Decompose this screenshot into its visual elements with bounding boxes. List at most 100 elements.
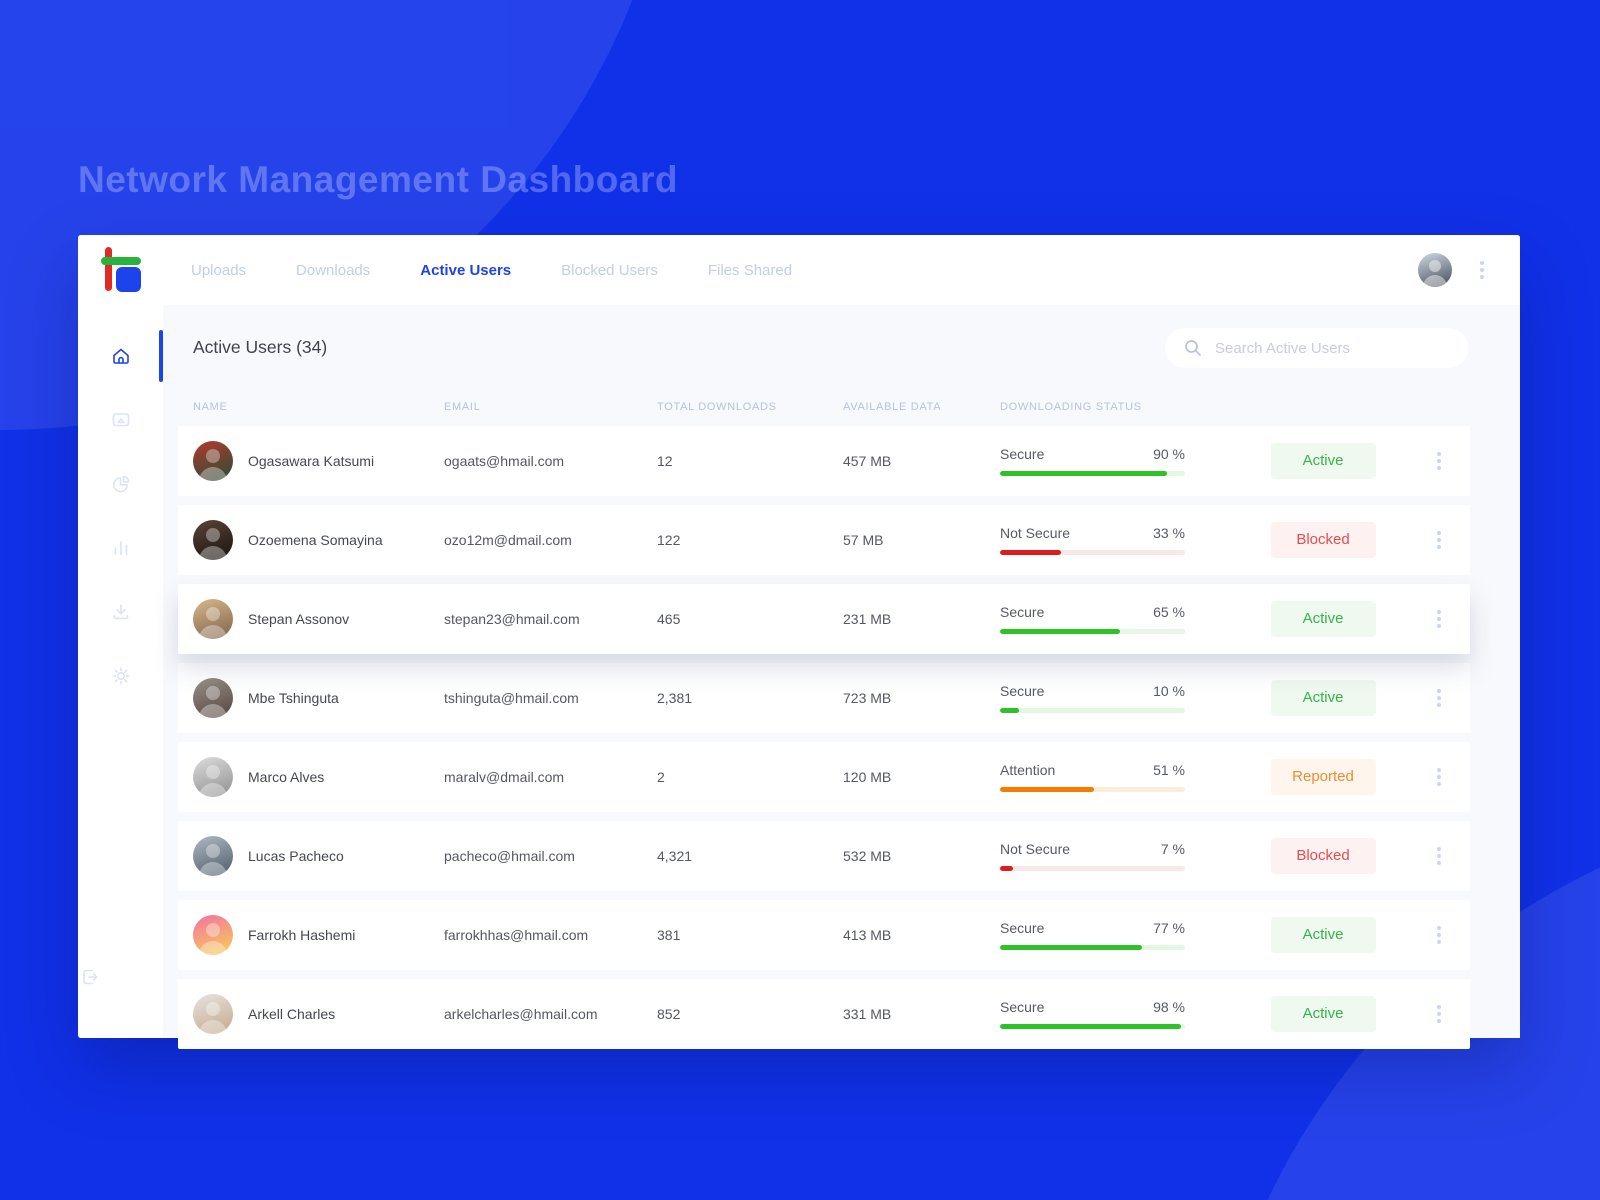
table-row[interactable]: Ogasawara Katsumi ogaats@hmail.com 12 45… bbox=[178, 426, 1470, 496]
downloading-status: Secure 98 % bbox=[1000, 999, 1185, 1029]
search-icon bbox=[1185, 340, 1201, 356]
user-email: arkelcharles@hmail.com bbox=[444, 1006, 598, 1022]
user-name: Arkell Charles bbox=[248, 1006, 336, 1022]
bar-chart-icon[interactable] bbox=[109, 536, 133, 560]
pie-chart-icon[interactable] bbox=[109, 472, 133, 496]
user-avatar[interactable] bbox=[1418, 253, 1452, 287]
status-badge[interactable]: Active bbox=[1270, 917, 1376, 953]
user-name: Stepan Assonov bbox=[248, 611, 350, 627]
progress-track bbox=[1000, 945, 1185, 950]
table-row[interactable]: Stepan Assonov stepan23@hmail.com 465 23… bbox=[178, 584, 1470, 654]
top-navbar: Uploads Downloads Active Users Blocked U… bbox=[78, 235, 1520, 305]
table-row[interactable]: Farrokh Hashemi farrokhhas@hmail.com 381… bbox=[178, 900, 1470, 970]
percent-label: 51 % bbox=[1153, 762, 1185, 778]
progress-fill bbox=[1000, 629, 1121, 634]
home-icon[interactable] bbox=[109, 344, 133, 368]
row-menu-icon[interactable] bbox=[1433, 1001, 1445, 1027]
user-email: stepan23@hmail.com bbox=[444, 611, 580, 627]
table-header-row: NAME EMAIL TOTAL DOWNLOADS AVAILABLE DAT… bbox=[178, 401, 1470, 413]
tab-uploads[interactable]: Uploads bbox=[191, 261, 247, 279]
tab-downloads[interactable]: Downloads bbox=[296, 261, 371, 279]
user-name: Farrokh Hashemi bbox=[248, 927, 356, 943]
download-icon[interactable] bbox=[109, 600, 133, 624]
user-name: Mbe Tshinguta bbox=[248, 690, 339, 706]
percent-label: 90 % bbox=[1153, 446, 1185, 462]
row-menu-icon[interactable] bbox=[1433, 685, 1445, 711]
downloading-status: Secure 77 % bbox=[1000, 920, 1185, 950]
status-badge[interactable]: Reported bbox=[1270, 759, 1376, 795]
page-title: Network Management Dashboard bbox=[78, 158, 678, 200]
table-row[interactable]: Lucas Pacheco pacheco@hmail.com 4,321 53… bbox=[178, 821, 1470, 891]
avatar bbox=[193, 441, 233, 481]
table-row[interactable]: Ozoemena Somayina ozo12m@dmail.com 122 5… bbox=[178, 505, 1470, 575]
user-email: tshinguta@hmail.com bbox=[444, 690, 579, 706]
progress-track bbox=[1000, 471, 1185, 476]
security-label: Attention bbox=[1000, 762, 1056, 778]
downloading-status: Not Secure 7 % bbox=[1000, 841, 1185, 871]
total-downloads-value: 4,321 bbox=[657, 848, 693, 864]
name-cell: Lucas Pacheco bbox=[193, 836, 444, 876]
row-menu-icon[interactable] bbox=[1433, 448, 1445, 474]
avatar bbox=[193, 757, 233, 797]
table-row[interactable]: Marco Alves maralv@dmail.com 2 120 MB At… bbox=[178, 742, 1470, 812]
status-badge[interactable]: Active bbox=[1270, 680, 1376, 716]
progress-fill bbox=[1000, 708, 1019, 713]
nav-tabs: Uploads Downloads Active Users Blocked U… bbox=[191, 262, 792, 279]
progress-track bbox=[1000, 629, 1185, 634]
progress-fill bbox=[1000, 550, 1062, 555]
status-badge[interactable]: Active bbox=[1270, 601, 1376, 637]
progress-fill bbox=[1000, 471, 1167, 476]
navbar-menu-icon[interactable] bbox=[1476, 257, 1488, 283]
tab-blocked-users[interactable]: Blocked Users bbox=[561, 261, 658, 279]
available-data-value: 331 MB bbox=[843, 1006, 892, 1022]
status-badge[interactable]: Active bbox=[1270, 443, 1376, 479]
total-downloads-value: 2 bbox=[657, 769, 665, 785]
avatar bbox=[193, 915, 233, 955]
progress-track bbox=[1000, 866, 1185, 871]
name-cell: Arkell Charles bbox=[193, 994, 444, 1034]
user-name: Ozoemena Somayina bbox=[248, 532, 383, 548]
status-badge[interactable]: Blocked bbox=[1270, 838, 1376, 874]
security-label: Secure bbox=[1000, 683, 1045, 699]
user-name: Lucas Pacheco bbox=[248, 848, 344, 864]
table-row[interactable]: Mbe Tshinguta tshinguta@hmail.com 2,381 … bbox=[178, 663, 1470, 733]
status-badge[interactable]: Active bbox=[1270, 996, 1376, 1032]
available-data-value: 457 MB bbox=[843, 453, 892, 469]
security-label: Secure bbox=[1000, 920, 1045, 936]
app-logo[interactable] bbox=[78, 247, 163, 293]
tab-active-users[interactable]: Active Users bbox=[420, 261, 512, 279]
percent-label: 77 % bbox=[1153, 920, 1185, 936]
page-heading: Active Users (34) bbox=[193, 337, 328, 357]
search-input[interactable] bbox=[1213, 338, 1457, 358]
available-data-value: 57 MB bbox=[843, 532, 884, 548]
name-cell: Mbe Tshinguta bbox=[193, 678, 444, 718]
downloading-status: Not Secure 33 % bbox=[1000, 525, 1185, 555]
row-menu-icon[interactable] bbox=[1433, 606, 1445, 632]
total-downloads-value: 12 bbox=[657, 453, 673, 469]
user-email: maralv@dmail.com bbox=[444, 769, 565, 785]
progress-fill bbox=[1000, 945, 1143, 950]
table-row[interactable]: Arkell Charles arkelcharles@hmail.com 85… bbox=[178, 979, 1470, 1049]
settings-icon[interactable] bbox=[109, 664, 133, 688]
percent-label: 65 % bbox=[1153, 604, 1185, 620]
row-menu-icon[interactable] bbox=[1433, 843, 1445, 869]
user-email: ogaats@hmail.com bbox=[444, 453, 565, 469]
row-menu-icon[interactable] bbox=[1433, 527, 1445, 553]
row-menu-icon[interactable] bbox=[1433, 922, 1445, 948]
dashboard-card: Uploads Downloads Active Users Blocked U… bbox=[78, 235, 1520, 1049]
col-header-name: NAME bbox=[193, 401, 228, 413]
logo-icon bbox=[100, 247, 141, 293]
user-email: pacheco@hmail.com bbox=[444, 848, 575, 864]
progress-track bbox=[1000, 1024, 1185, 1029]
security-label: Not Secure bbox=[1000, 525, 1071, 541]
available-data-value: 413 MB bbox=[843, 927, 892, 943]
total-downloads-value: 122 bbox=[657, 532, 681, 548]
tab-files-shared[interactable]: Files Shared bbox=[707, 261, 793, 279]
status-badge[interactable]: Blocked bbox=[1270, 522, 1376, 558]
row-menu-icon[interactable] bbox=[1433, 764, 1445, 790]
logout-icon[interactable] bbox=[78, 965, 102, 989]
col-header-total-downloads: TOTAL DOWNLOADS bbox=[657, 401, 777, 413]
progress-fill bbox=[1000, 787, 1095, 792]
progress-fill bbox=[1000, 1024, 1182, 1029]
screen-share-icon[interactable] bbox=[109, 408, 133, 432]
